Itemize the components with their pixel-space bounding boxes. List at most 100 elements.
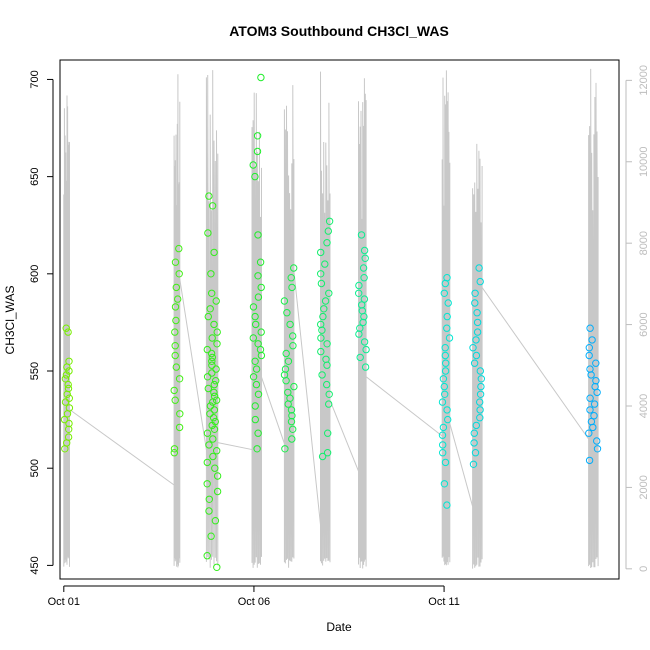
data-point [213, 472, 222, 480]
data-point [323, 449, 332, 457]
data-point [171, 342, 179, 350]
data-point [439, 375, 448, 383]
data-point [253, 147, 262, 156]
altitude-trace [283, 85, 295, 568]
altitude-trace [358, 78, 367, 569]
data-point [208, 289, 216, 297]
data-point [593, 437, 601, 445]
data-point [290, 382, 298, 391]
data-point [171, 328, 179, 336]
data-point [209, 452, 217, 461]
data-point [64, 384, 73, 393]
data-point [438, 431, 447, 439]
x-tick-label: Oct 11 [428, 596, 460, 608]
data-point [254, 272, 262, 280]
data-point [175, 375, 184, 383]
data-point [441, 367, 450, 375]
data-point [203, 480, 211, 488]
data-point [205, 507, 213, 515]
data-point [319, 312, 327, 321]
data-point [321, 297, 330, 305]
data-point [208, 334, 216, 342]
y2-tick-label: 2000 [638, 475, 650, 499]
data-point [359, 318, 367, 327]
transit-line [69, 409, 175, 486]
data-point [284, 388, 292, 397]
y2-tick-label: 10000 [638, 146, 650, 177]
data-point [205, 192, 213, 200]
data-point [206, 410, 214, 418]
data-point [254, 390, 263, 398]
data-point [443, 324, 451, 332]
data-point [171, 258, 180, 266]
data-point [360, 295, 369, 303]
data-point [257, 328, 265, 336]
data-point [65, 367, 73, 375]
altitude-trace-layer [63, 68, 599, 569]
data-point [170, 449, 179, 457]
data-point [443, 501, 451, 509]
data-point [207, 349, 216, 358]
data-point [317, 270, 325, 278]
data-point [477, 375, 485, 383]
plot-frame [59, 59, 620, 580]
data-point [251, 312, 259, 321]
data-point [323, 239, 331, 247]
data-point [249, 303, 258, 311]
transit-line [293, 270, 321, 525]
data-point [208, 357, 216, 365]
data-point [288, 283, 296, 292]
data-point [360, 274, 368, 282]
data-point [438, 398, 447, 406]
data-point [360, 338, 369, 346]
data-point [249, 161, 257, 169]
data-point [586, 324, 594, 332]
data-point [476, 398, 484, 406]
data-point [251, 172, 259, 181]
data-point [212, 396, 221, 404]
data-point [324, 429, 332, 437]
transit-line [449, 423, 474, 507]
data-point [470, 429, 478, 437]
data-point [441, 458, 450, 467]
data-point [249, 373, 258, 381]
data-point [170, 445, 179, 453]
data-point [208, 353, 217, 362]
transit-line [217, 442, 253, 451]
data-point [361, 363, 370, 371]
y-tick-label: 650 [29, 167, 41, 185]
data-point [65, 419, 73, 428]
data-point [62, 324, 70, 332]
data-point [317, 279, 326, 288]
data-point [206, 305, 214, 313]
data-point [171, 351, 179, 360]
data-point [586, 406, 594, 414]
axes-layer: 450 500 550 600 650 700 0 2000 4000 6000 8000 10000… [29, 65, 650, 608]
data-point [473, 318, 482, 327]
x-tick-label: Oct 06 [238, 596, 270, 608]
data-point [477, 382, 485, 391]
data-point [317, 347, 325, 356]
data-point [172, 283, 181, 292]
chart-title: ATOM3 Southbound CH3Cl_WAS [229, 23, 449, 39]
data-point [208, 202, 217, 210]
data-point [254, 429, 262, 437]
data-point [443, 312, 451, 321]
data-point [469, 460, 478, 468]
y-tick-label: 600 [29, 265, 41, 283]
y-tick-label: 450 [29, 556, 41, 574]
y2-tick-label: 4000 [638, 394, 650, 418]
data-point [289, 342, 297, 350]
data-point [470, 439, 478, 447]
data-point [211, 417, 220, 426]
data-point [170, 386, 178, 395]
data-point [172, 363, 181, 371]
data-point [213, 328, 221, 336]
data-point [212, 365, 220, 373]
data-point [210, 425, 219, 433]
data-point [205, 495, 214, 503]
data-point [590, 400, 599, 408]
y-tick-label: 700 [29, 70, 41, 88]
data-point [318, 452, 327, 461]
